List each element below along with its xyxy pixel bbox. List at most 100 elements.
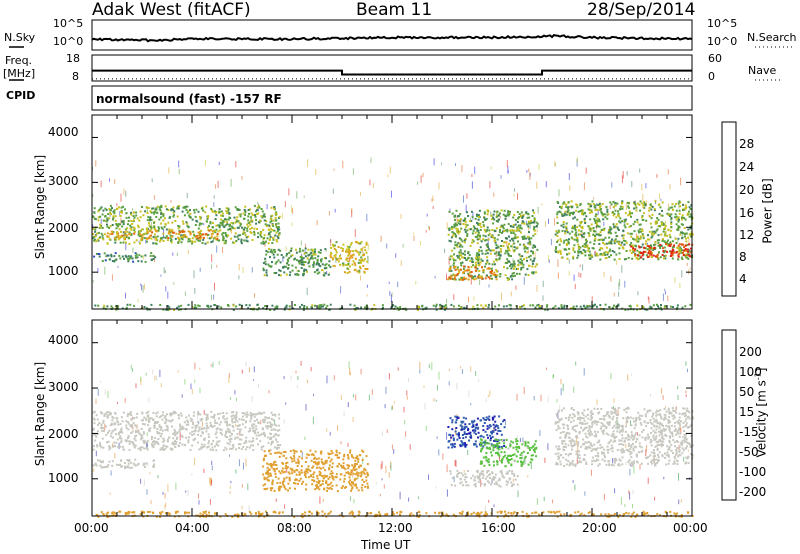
power-region-10 (94, 304, 97, 307)
velocity-region-0 (263, 418, 266, 421)
power-region-9 (671, 254, 674, 257)
velocity-speck (442, 453, 444, 460)
power-region-8 (689, 233, 692, 236)
power-region-4 (275, 272, 278, 274)
power-region-6 (520, 214, 522, 217)
power-region-8 (572, 213, 574, 216)
velocity-region-0 (129, 411, 132, 414)
power-region-0 (105, 208, 108, 211)
power-region-8 (670, 226, 673, 229)
velocity-region-0 (239, 443, 242, 446)
power-region-6 (453, 223, 456, 226)
power-region-6 (476, 256, 479, 258)
power-speck (621, 241, 623, 247)
power-region-3 (128, 256, 131, 259)
power-speck (545, 181, 547, 188)
velocity-region-2 (328, 464, 331, 467)
power-region-2 (187, 230, 190, 233)
power-region-8 (659, 225, 661, 228)
power-region-6 (502, 230, 504, 233)
power-region-4 (318, 271, 321, 274)
power-region-8 (622, 246, 624, 249)
power-region-0 (103, 233, 106, 236)
power-region-6 (520, 268, 523, 271)
power-region-6 (523, 244, 526, 247)
power-region-6 (500, 224, 503, 227)
velocity-region-0 (251, 427, 254, 430)
velocity-region-0 (258, 411, 261, 414)
power-region-0 (181, 210, 184, 213)
power-region-7 (493, 271, 496, 274)
power-region-8 (575, 209, 578, 212)
power-speck (330, 239, 332, 246)
velocity-speck (295, 370, 297, 374)
velocity-region-2 (338, 452, 341, 455)
power-region-6 (486, 259, 489, 262)
power-region-0 (132, 215, 135, 218)
power-region-8 (670, 213, 673, 216)
power-region-8 (571, 211, 574, 214)
power-speck (369, 179, 371, 186)
nave-tick-top: 60 (708, 52, 722, 65)
velocity-region-0 (232, 429, 235, 432)
power-region-4 (271, 261, 273, 264)
power-region-8 (645, 254, 648, 257)
power-region-8 (581, 235, 584, 238)
power-region-0 (171, 208, 174, 211)
velocity-region-0 (198, 448, 201, 451)
power-region-0 (192, 233, 195, 236)
power-region-3 (130, 255, 133, 258)
power-region-6 (456, 228, 459, 231)
velocity-region-2 (311, 466, 314, 469)
velocity-region-2 (338, 456, 341, 459)
power-region-10 (326, 304, 329, 307)
power-region-4 (311, 257, 314, 260)
power-region-6 (470, 266, 473, 269)
power-region-0 (150, 218, 153, 221)
power-region-8 (627, 205, 630, 208)
power-region-4 (308, 261, 311, 263)
power-region-8 (666, 234, 669, 237)
power-region-7 (481, 277, 484, 280)
power-region-0 (155, 211, 158, 214)
power-region-8 (557, 239, 560, 242)
velocity-region-0 (232, 426, 235, 429)
velocity-region-0 (235, 416, 238, 419)
power-region-0 (97, 231, 100, 234)
power-region-8 (648, 206, 651, 209)
power-region-6 (464, 250, 466, 253)
velocity-region-0 (230, 411, 233, 414)
power-region-10 (432, 304, 435, 307)
power-region-10 (173, 309, 176, 311)
power-region-6 (495, 216, 498, 218)
velocity-region-1 (99, 459, 102, 462)
power-region-0 (231, 227, 234, 230)
power-speck (616, 260, 618, 265)
power-speck (120, 217, 122, 225)
power-region-6 (471, 232, 474, 235)
velocity-speck (512, 478, 514, 482)
power-region-3 (134, 256, 137, 259)
power-region-0 (186, 211, 189, 214)
velocity-region-2 (314, 461, 317, 464)
power-region-8 (656, 239, 659, 242)
power-region-8 (675, 209, 678, 212)
power-region-0 (120, 206, 123, 209)
power-region-8 (680, 249, 683, 252)
power-region-0 (230, 237, 233, 240)
velocity-region-2 (279, 452, 282, 455)
power-region-8 (589, 218, 592, 221)
velocity-region-0 (141, 412, 144, 415)
power-region-6 (471, 261, 474, 263)
power-region-6 (476, 221, 478, 224)
velocity-region-0 (263, 435, 266, 437)
power-region-8 (596, 204, 599, 206)
power-region-9 (647, 255, 649, 258)
power-region-8 (664, 257, 667, 260)
power-region-8 (626, 201, 629, 204)
velocity-region-2 (301, 482, 303, 485)
power-region-8 (571, 237, 574, 240)
velocity-region-2 (330, 470, 333, 473)
power-region-8 (679, 250, 682, 253)
